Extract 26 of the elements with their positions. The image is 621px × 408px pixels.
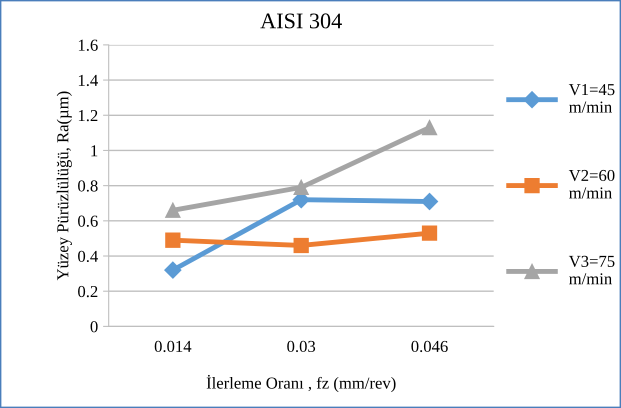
y-tick-label: 1.6 (78, 40, 98, 51)
x-tick-label: 0.014 (154, 340, 192, 352)
point (294, 238, 309, 254)
y-tick-label: 0.4 (78, 250, 98, 262)
y-axis-title: Yüzey Pürüzlülüğü, Ra(µm) (56, 92, 72, 280)
y-tick-label: 1.2 (78, 110, 98, 122)
legend-label: V3=75 m/min (568, 256, 614, 284)
x-tick-label: 0.03 (287, 340, 316, 352)
y-tick-label: 1 (91, 145, 98, 156)
y-tick-label: 0.2 (78, 286, 98, 298)
x-axis-title: İlerleme Oranı , fz (mm/rev) (206, 374, 396, 392)
point (294, 180, 309, 196)
y-tick-label: 0.8 (78, 180, 98, 192)
legend-label: V1=45 m/min (568, 84, 614, 113)
y-tick-label: 0 (90, 321, 98, 332)
point (422, 120, 438, 136)
y-tick-label: 0.6 (78, 216, 98, 227)
point (164, 262, 182, 279)
y-tick-label: 1.4 (78, 74, 98, 86)
point (165, 232, 180, 248)
point (420, 192, 438, 210)
chart-title: AISI 304 (260, 13, 342, 28)
point (422, 226, 438, 241)
x-tick-label: 0.046 (411, 340, 448, 352)
legend-label: V2=60 m/min (568, 170, 614, 199)
point (165, 202, 180, 218)
